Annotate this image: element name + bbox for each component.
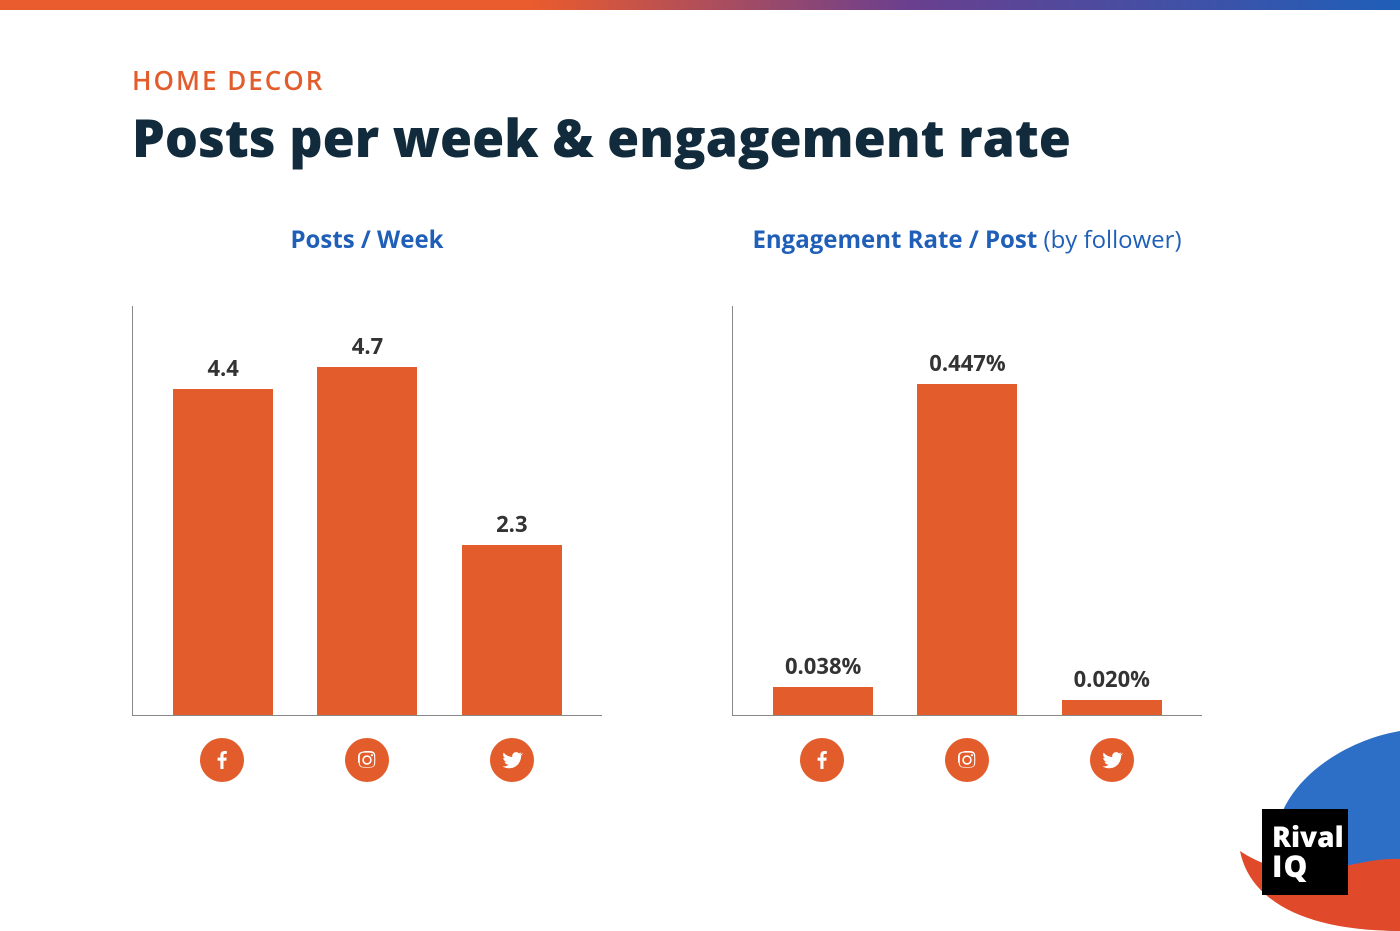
bar-value-label: 2.3 bbox=[496, 509, 527, 539]
chart-posts-per-week: Posts / Week 4.4 4.7 2.3 bbox=[132, 223, 602, 782]
charts-row: Posts / Week 4.4 4.7 2.3 Engagement Rate /… bbox=[132, 223, 1268, 782]
chart-engagement-rate: Engagement Rate / Post (by follower) 0.0… bbox=[732, 223, 1202, 782]
bar bbox=[773, 687, 873, 715]
chart-icons-left bbox=[132, 738, 602, 782]
chart-title-right-sub: (by follower) bbox=[1037, 223, 1181, 256]
chart-title-left-bold: Posts / Week bbox=[290, 223, 443, 256]
corner-decoration bbox=[1100, 731, 1400, 931]
facebook-icon bbox=[800, 738, 844, 782]
content: HOME DECOR Posts per week & engagement r… bbox=[132, 62, 1268, 782]
bar-twitter: 2.3 bbox=[452, 509, 572, 715]
top-gradient-border bbox=[0, 0, 1400, 10]
twitter-icon bbox=[490, 738, 534, 782]
page-title: Posts per week & engagement rate bbox=[132, 102, 1268, 173]
bar bbox=[917, 384, 1017, 715]
bar bbox=[317, 367, 417, 715]
category-label: HOME DECOR bbox=[132, 62, 1268, 98]
bar bbox=[462, 545, 562, 715]
bar bbox=[1062, 700, 1162, 715]
facebook-icon bbox=[200, 738, 244, 782]
instagram-icon bbox=[945, 738, 989, 782]
page: HOME DECOR Posts per week & engagement r… bbox=[0, 0, 1400, 931]
bar bbox=[173, 389, 273, 715]
chart-title-right: Engagement Rate / Post (by follower) bbox=[732, 223, 1202, 256]
bar-instagram: 0.447% bbox=[907, 348, 1027, 715]
brand-logo: Rival IQ bbox=[1262, 809, 1348, 895]
bar-instagram: 4.7 bbox=[307, 331, 427, 715]
bar-value-label: 4.4 bbox=[207, 353, 238, 383]
chart-plot-right: 0.038% 0.447% 0.020% bbox=[732, 306, 1202, 716]
brand-logo-line2: IQ bbox=[1272, 851, 1308, 881]
bar-twitter: 0.020% bbox=[1052, 664, 1172, 715]
bar-value-label: 0.020% bbox=[1074, 664, 1150, 694]
bar-value-label: 4.7 bbox=[352, 331, 383, 361]
bar-value-label: 0.038% bbox=[785, 651, 861, 681]
bar-facebook: 0.038% bbox=[763, 651, 883, 715]
chart-title-right-bold: Engagement Rate / Post bbox=[752, 223, 1037, 256]
bar-facebook: 4.4 bbox=[163, 353, 283, 715]
bar-value-label: 0.447% bbox=[929, 348, 1005, 378]
chart-title-left: Posts / Week bbox=[132, 223, 602, 256]
instagram-icon bbox=[345, 738, 389, 782]
chart-plot-left: 4.4 4.7 2.3 bbox=[132, 306, 602, 716]
